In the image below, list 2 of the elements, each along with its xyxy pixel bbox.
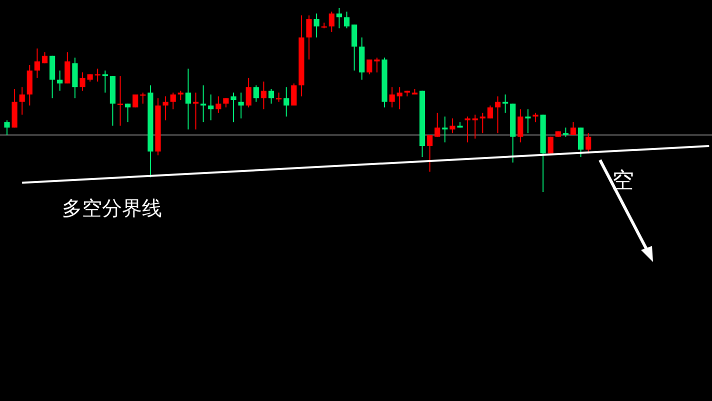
annotation: 空	[612, 168, 634, 194]
annotation: 多空分界线	[62, 196, 162, 220]
